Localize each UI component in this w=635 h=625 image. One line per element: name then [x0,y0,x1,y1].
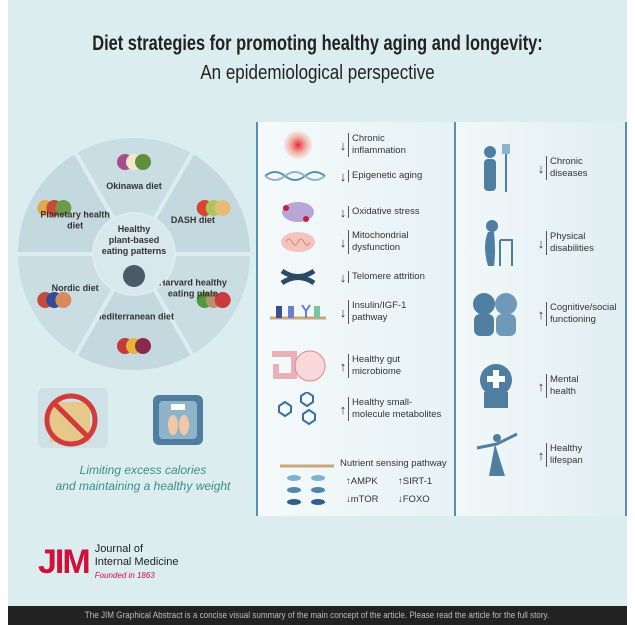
mechanism-item: ↑ Healthy small- molecule metabolites [258,392,454,426]
food-icon [196,292,231,308]
chromosome-icon [258,268,338,286]
wheel-label: Mediterranean diet [94,312,174,322]
mechanism-item: ↓ Mitochondrial dysfunction [258,230,454,254]
title: Diet strategies for promoting healthy ag… [92,32,543,55]
mechanism-label: Mitochondrial dysfunction [348,230,409,254]
arrow-down-icon: ↓ [339,269,347,285]
inflammation-icon [258,130,338,160]
outcome-label: Physical disabilities [546,231,594,255]
outcome-label: Mental health [546,374,579,398]
mechanism-label: Insulin/IGF-1 pathway [348,300,406,324]
footer: The JIM Graphical Abstract is a concise … [8,606,627,625]
journal-name-1: Journal of [94,543,143,555]
nutrient-label: SIRT-1 [402,476,433,487]
cell-icon [258,200,338,224]
nutrient-title: Nutrient sensing pathway [340,458,447,469]
food-icon [117,154,151,170]
nutrient-item: ↑SIRT-1 [398,476,432,488]
logo-mark: JIM [38,543,91,581]
arrow-down-icon: ↓ [346,494,351,505]
wheel-label: Planetary health diet [40,210,110,231]
dancer-icon [456,430,536,480]
graphical-abstract: Diet strategies for promoting healthy ag… [8,0,627,625]
outcome-item: ↓ Physical disabilities [456,218,625,268]
nutrient-label: AMPK [350,476,378,487]
wheel-label: Okinawa diet [106,181,162,191]
walker-icon [456,218,536,268]
nutrient-item: ↓FOXO [398,494,430,506]
mechanisms-panel: ↓ Chronic inflammation ↓ Epigenetic aging ↓ O… [256,122,456,516]
wheel-center-label: Healthy plant-based eating patterns [102,224,167,256]
heads-icon [456,290,536,338]
molecule-icon [258,392,338,426]
arrow-down-icon: ↓ [537,235,545,251]
wheel-label: Nordic diet [52,283,99,293]
no-junk-food-icon [38,388,108,448]
outcome-item: ↓ Chronic diseases [456,140,625,196]
arrow-up-icon: ↑ [537,378,545,394]
outcome-item: ↑ Cognitive/social functioning [456,290,625,338]
membrane-pathway-icon [280,458,334,511]
outcome-label: Healthy lifespan [546,443,583,467]
mechanism-item: ↑ Healthy gut microbiome [258,348,454,384]
mechanism-label: Healthy gut microbiome [348,354,401,378]
journal-name-2: Internal Medicine [94,556,179,568]
iv-patient-icon [456,140,536,196]
mechanism-item: ↓ Insulin/IGF-1 pathway [258,300,454,324]
arrow-down-icon: ↓ [339,168,347,184]
scale-icon [153,395,203,445]
wheel-center [94,214,174,294]
plate-icon [123,265,145,287]
dna-icon [258,168,338,184]
mechanism-item: ↓ Telomere attrition [258,268,454,286]
arrow-up-icon: ↑ [398,476,403,487]
arrow-down-icon: ↓ [398,494,403,505]
arrow-down-icon: ↓ [339,304,347,320]
nutrient-label: FOXO [402,494,430,505]
food-icon [37,200,72,216]
arrow-down-icon: ↓ [339,204,347,220]
outcome-item: ↑ Healthy lifespan [456,430,625,480]
head-cross-icon [456,362,536,410]
outcome-label: Chronic diseases [546,156,588,180]
wheel-label: Harvard healthy eating plate [159,278,227,299]
food-icon [196,200,231,216]
mechanism-label: Telomere attrition [348,271,425,283]
arrow-up-icon: ↑ [346,476,351,487]
arrow-up-icon: ↑ [537,306,545,322]
calories-line-1: Limiting excess calories [79,463,207,477]
calories-caption: Limiting excess calories and maintaining… [38,462,248,494]
jim-logo: JIM Journal of Internal Medicine Founded… [38,543,178,582]
footer-text: The JIM Graphical Abstract is a concise … [85,610,550,620]
food-icon [117,338,151,354]
calories-line-2: and maintaining a healthy weight [55,479,231,493]
mechanism-item: ↓ Oxidative stress [258,200,454,224]
arrow-down-icon: ↓ [537,160,545,176]
nutrient-item: ↓mTOR [346,494,379,506]
mechanism-label: Epigenetic aging [348,170,422,182]
mitochondria-icon [258,230,338,254]
subtitle: An epidemiological perspective [200,62,435,84]
outcome-label: Cognitive/social functioning [546,302,617,326]
gut-icon [258,348,338,384]
arrow-up-icon: ↑ [537,447,545,463]
wheel-label: DASH diet [171,215,215,225]
mechanism-item: ↓ Epigenetic aging [258,168,454,184]
arrow-up-icon: ↑ [339,401,347,417]
arrow-up-icon: ↑ [339,358,347,374]
founded: Founded in 1863 [94,571,155,580]
receptor-icon [258,301,338,323]
diet-wheel: Okinawa diet DASH diet Harvard healthy eati… [14,134,254,374]
arrow-down-icon: ↓ [339,137,347,153]
outcome-item: ↑ Mental health [456,362,625,410]
mechanism-label: Healthy small- molecule metabolites [348,397,441,421]
arrow-down-icon: ↓ [339,234,347,250]
mechanism-item: ↓ Chronic inflammation [258,130,454,160]
outcomes-panel: ↓ Chronic diseases ↓ Physical disabilities ↑… [456,122,627,516]
nutrient-item: ↑AMPK [346,476,378,488]
food-icon [37,292,72,308]
nutrient-label: mTOR [350,494,379,505]
mechanism-label: Oxidative stress [348,206,420,218]
mechanism-label: Chronic inflammation [348,133,406,157]
